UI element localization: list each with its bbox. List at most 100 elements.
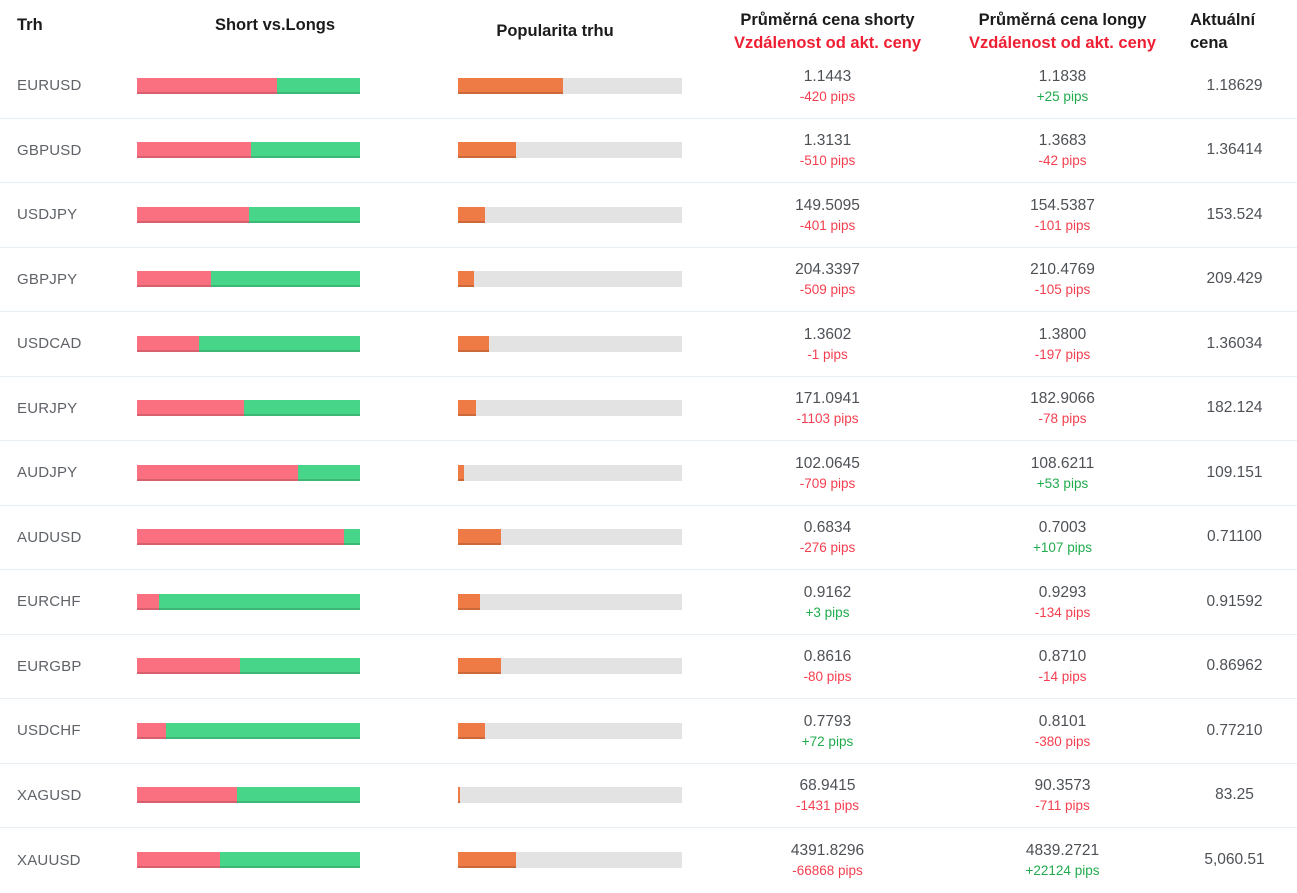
popularity-bar-fill <box>458 722 485 739</box>
short-vs-long-bar <box>137 852 360 869</box>
table-row[interactable]: AUDUSD 0.6834 -276 pips 0.7003 +107 pips <box>0 506 1297 570</box>
popularity-bar-fill <box>458 464 464 481</box>
long-avg-price-value: 0.7003 <box>1038 519 1087 537</box>
market-label: XAGUSD <box>17 786 82 804</box>
header-current-price: Aktuální cena <box>1190 11 1256 52</box>
table-row[interactable]: USDJPY 149.5095 -401 pips 154.5387 -101 … <box>0 183 1297 248</box>
market-label: EURUSD <box>17 77 82 95</box>
header-short-avg-price: Průměrná cena shorty Vzdálenost od akt. … <box>690 0 965 54</box>
table-row[interactable]: EURGBP 0.8616 -80 pips 0.8710 -14 pips <box>0 635 1297 699</box>
short-distance-pips: +3 pips <box>805 604 850 620</box>
short-avg-price-value: 1.3602 <box>803 325 852 343</box>
table-row[interactable]: USDCHF 0.7793 +72 pips 0.8101 -380 pips <box>0 699 1297 764</box>
popularity-bar-track <box>458 142 682 159</box>
short-distance-pips: -276 pips <box>799 540 856 556</box>
short-bar-segment <box>137 852 220 869</box>
table-row[interactable]: GBPJPY 204.3397 -509 pips 210.4769 -105 … <box>0 248 1297 312</box>
long-distance-pips: +53 pips <box>1036 475 1089 491</box>
long-avg-price-value: 90.3573 <box>1034 777 1091 795</box>
long-bar-segment <box>210 271 360 288</box>
table-row[interactable]: GBPUSD 1.3131 -510 pips 1.3683 -42 pips <box>0 119 1297 183</box>
short-bar-segment <box>137 206 249 223</box>
popularity-bar-track <box>458 852 682 869</box>
short-distance-pips: -1 pips <box>807 346 848 362</box>
long-avg-price-value: 0.8101 <box>1038 712 1087 730</box>
long-distance-pips: +25 pips <box>1036 88 1089 104</box>
popularity-bar-fill <box>458 206 485 223</box>
long-bar-segment <box>250 142 360 159</box>
popularity-bar-fill <box>458 400 476 417</box>
market-label: AUDUSD <box>17 528 82 546</box>
long-avg-price-value: 210.4769 <box>1030 261 1095 279</box>
header-short-avg-title: Průměrná cena shorty <box>740 11 915 29</box>
short-bar-segment <box>137 787 238 804</box>
long-distance-pips: +22124 pips <box>1025 863 1100 879</box>
header-long-avg-title: Průměrná cena longy <box>978 11 1147 29</box>
popularity-bar-fill <box>458 142 517 159</box>
popularity-bar-track <box>458 335 682 352</box>
long-distance-pips: -14 pips <box>1038 669 1087 685</box>
current-price-value: 83.25 <box>1215 786 1254 804</box>
table-row[interactable]: EURCHF 0.9162 +3 pips 0.9293 -134 pips <box>0 570 1297 635</box>
short-avg-price-value: 4391.8296 <box>790 842 865 860</box>
popularity-bar-track <box>458 658 682 675</box>
table-row[interactable]: EURJPY 171.0941 -1103 pips 182.9066 -78 … <box>0 377 1297 441</box>
header-market: Trh <box>17 16 43 34</box>
short-avg-price-value: 204.3397 <box>795 261 860 279</box>
short-bar-segment <box>137 271 211 288</box>
short-vs-long-bar <box>137 464 360 481</box>
short-distance-pips: -509 pips <box>799 282 856 298</box>
long-avg-price-value: 4839.2721 <box>1025 842 1100 860</box>
short-distance-pips: -80 pips <box>803 669 852 685</box>
short-bar-segment <box>137 593 160 610</box>
short-bar-segment <box>137 335 200 352</box>
short-bar-segment <box>137 464 298 481</box>
market-label: EURJPY <box>17 399 78 417</box>
popularity-bar-track <box>458 722 682 739</box>
popularity-bar-track <box>458 271 682 288</box>
long-bar-segment <box>159 593 360 610</box>
short-distance-pips: -66868 pips <box>792 863 863 879</box>
current-price-value: 0.86962 <box>1206 657 1263 675</box>
table-row[interactable]: XAGUSD 68.9415 -1431 pips 90.3573 -711 p… <box>0 764 1297 828</box>
popularity-bar-fill <box>458 658 501 675</box>
table-header: Trh Short vs.Longs Popularita trhu Průmě… <box>0 0 1297 54</box>
long-avg-price-value: 154.5387 <box>1030 196 1095 214</box>
long-bar-segment <box>199 335 360 352</box>
popularity-bar-fill <box>458 529 501 546</box>
short-vs-long-bar <box>137 658 360 675</box>
current-price-value: 0.91592 <box>1206 592 1263 610</box>
short-vs-long-bar <box>137 142 360 159</box>
long-bar-segment <box>297 464 360 481</box>
table-row[interactable]: USDCAD 1.3602 -1 pips 1.3800 -197 pips <box>0 312 1297 377</box>
short-vs-long-bar <box>137 787 360 804</box>
short-avg-price-value: 0.7793 <box>803 712 852 730</box>
short-avg-price-value: 171.0941 <box>795 390 860 408</box>
popularity-bar-fill <box>458 335 490 352</box>
long-bar-segment <box>219 852 360 869</box>
header-short-distance: Vzdálenost od akt. ceny <box>733 34 922 52</box>
header-long-avg-price: Průměrná cena longy Vzdálenost od akt. c… <box>965 0 1160 54</box>
short-distance-pips: +72 pips <box>801 733 854 749</box>
long-bar-segment <box>165 722 360 739</box>
market-label: XAUUSD <box>17 851 81 869</box>
market-label: USDCHF <box>17 722 81 740</box>
market-label: AUDJPY <box>17 464 78 482</box>
current-price-value: 109.151 <box>1206 463 1263 481</box>
popularity-bar-fill <box>458 787 461 804</box>
popularity-bar-fill <box>458 77 564 94</box>
short-avg-price-value: 0.8616 <box>803 648 852 666</box>
short-avg-price-value: 0.6834 <box>803 519 852 537</box>
current-price-value: 209.429 <box>1206 270 1263 288</box>
popularity-bar-track <box>458 464 682 481</box>
short-bar-segment <box>137 77 278 94</box>
table-row[interactable]: EURUSD 1.1443 -420 pips 1.1838 +25 pips <box>0 54 1297 119</box>
short-distance-pips: -510 pips <box>799 153 856 169</box>
long-avg-price-value: 182.9066 <box>1030 390 1095 408</box>
short-bar-segment <box>137 722 166 739</box>
short-distance-pips: -1103 pips <box>796 411 859 427</box>
current-price-value: 0.77210 <box>1206 721 1263 739</box>
table-row[interactable]: XAUUSD 4391.8296 -66868 pips 4839.2721 +… <box>0 828 1297 893</box>
table-row[interactable]: AUDJPY 102.0645 -709 pips 108.6211 +53 p… <box>0 441 1297 506</box>
